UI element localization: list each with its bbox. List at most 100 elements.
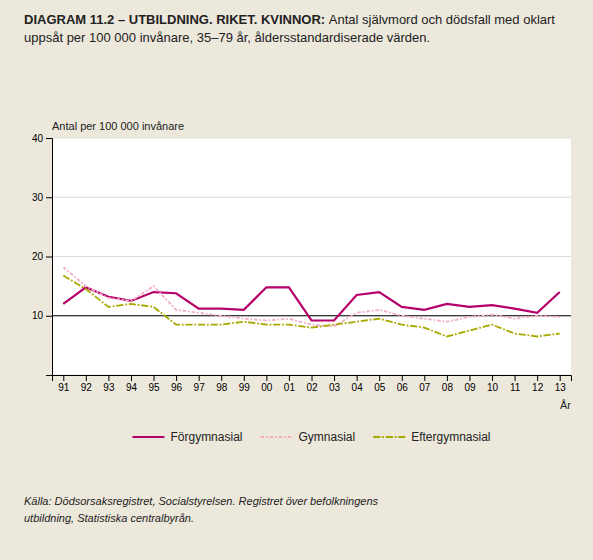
x-tick-label: 00 xyxy=(261,382,273,393)
y-tick-label: 20 xyxy=(32,251,44,262)
x-tick: 05 xyxy=(374,375,386,393)
legend-label: Eftergymnasial xyxy=(411,430,490,444)
x-tick-label: 99 xyxy=(239,382,251,393)
legend: Förgymnasial Gymnasial Eftergymnasial xyxy=(132,430,490,444)
y-axis: 10 20 30 40 xyxy=(32,133,53,376)
y-tick: 30 xyxy=(32,192,52,203)
x-tick-label: 13 xyxy=(555,382,567,393)
grid-line xyxy=(52,197,571,198)
y-tick-mark xyxy=(46,316,52,317)
x-tick-label: 07 xyxy=(419,382,431,393)
x-tick: 92 xyxy=(81,375,93,393)
subtitle: Antal självmord och dödsfall med oklart xyxy=(329,12,556,27)
legend-item: Gymnasial xyxy=(260,430,355,444)
x-tick-label: 04 xyxy=(352,382,364,393)
y-axis-line xyxy=(46,139,53,376)
grid-line xyxy=(52,256,571,257)
x-tick-mark xyxy=(537,375,538,381)
source-note: Källa: Dödsorsaksregistret, Socialstyrel… xyxy=(24,495,378,507)
grid-line xyxy=(52,138,571,139)
x-tick: 02 xyxy=(306,375,318,393)
x-tick-mark xyxy=(86,375,87,381)
x-tick: 97 xyxy=(194,375,206,393)
x-tick: 95 xyxy=(148,375,160,393)
x-tick-label: 92 xyxy=(81,382,93,393)
background xyxy=(0,0,593,560)
legend-swatch xyxy=(373,436,405,438)
x-tick-mark xyxy=(176,375,177,381)
x-tick-mark xyxy=(334,375,335,381)
source-note: utbildning, Statistiska centralbyrån. xyxy=(24,512,194,524)
x-tick-mark xyxy=(312,375,313,381)
x-tick-mark xyxy=(492,375,493,381)
x-tick-mark xyxy=(63,375,64,381)
x-tick-mark xyxy=(154,375,155,381)
x-axis: 91 92 93 94 95 96 97 98 99 00 01 02 03 04 05 06 07 08 09 10… xyxy=(53,375,572,393)
x-tick-mark xyxy=(357,375,358,381)
x-tick-label: 93 xyxy=(103,382,115,393)
x-axis-title: År xyxy=(560,399,571,411)
y-axis-title: Antal per 100 000 invånare xyxy=(52,120,184,132)
title-block: DIAGRAM 11.2 – UTBILDNING. RIKET. KVINNO… xyxy=(24,12,555,45)
y-tick: 20 xyxy=(32,251,52,262)
x-tick-mark xyxy=(379,375,380,381)
x-tick-mark xyxy=(108,375,109,381)
y-tick-mark xyxy=(46,197,52,198)
x-tick-mark xyxy=(289,375,290,381)
x-tick: 98 xyxy=(216,375,228,393)
x-tick-label: 10 xyxy=(487,382,499,393)
series-line xyxy=(63,287,559,320)
x-tick: 09 xyxy=(464,375,476,393)
x-tick: 11 xyxy=(510,375,521,393)
x-tick: 99 xyxy=(239,375,251,393)
legend-label: Förgymnasial xyxy=(170,430,242,444)
title-line: DIAGRAM 11.2 – UTBILDNING. RIKET. KVINNO… xyxy=(24,12,555,27)
series-line xyxy=(63,267,559,326)
x-tick-label: 12 xyxy=(532,382,544,393)
x-tick-mark xyxy=(266,375,267,381)
legend-swatch xyxy=(260,436,292,438)
marks xyxy=(52,267,571,336)
x-tick-label: 97 xyxy=(194,382,206,393)
x-tick-mark xyxy=(515,375,516,381)
x-tick: 10 xyxy=(487,375,499,393)
x-tick-label: 03 xyxy=(329,382,341,393)
grid xyxy=(52,138,571,375)
x-tick-label: 98 xyxy=(216,382,228,393)
legend-item: Eftergymnasial xyxy=(373,430,490,444)
y-tick-label: 40 xyxy=(32,133,44,144)
x-tick: 08 xyxy=(442,375,454,393)
x-tick-label: 94 xyxy=(126,382,138,393)
x-tick-mark xyxy=(560,375,561,381)
y-tick-mark xyxy=(46,375,52,376)
x-tick-mark xyxy=(447,375,448,381)
x-tick-mark xyxy=(402,375,403,381)
x-tick-label: 06 xyxy=(397,382,409,393)
subtitle: uppsåt per 100 000 invånare, 35–79 år, å… xyxy=(24,30,430,45)
title: DIAGRAM 11.2 – UTBILDNING. RIKET. KVINNO… xyxy=(24,12,329,27)
x-tick-mark xyxy=(469,375,470,381)
x-tick: 00 xyxy=(261,375,273,393)
x-tick: 13 xyxy=(555,375,567,393)
x-tick: 96 xyxy=(171,375,183,393)
x-tick-label: 91 xyxy=(58,382,70,393)
x-tick-label: 11 xyxy=(510,382,521,393)
x-tick: 06 xyxy=(397,375,409,393)
legend-label: Gymnasial xyxy=(298,430,355,444)
x-tick-label: 96 xyxy=(171,382,183,393)
x-tick: 03 xyxy=(329,375,341,393)
y-tick: 10 xyxy=(32,310,52,321)
x-tick-mark xyxy=(244,375,245,381)
x-tick: 93 xyxy=(103,375,115,393)
x-tick-label: 95 xyxy=(148,382,160,393)
x-tick: 04 xyxy=(352,375,364,393)
x-tick: 01 xyxy=(284,375,296,393)
y-tick xyxy=(46,375,52,376)
y-tick: 40 xyxy=(32,133,52,144)
x-tick-mark xyxy=(199,375,200,381)
legend-swatch xyxy=(132,436,164,438)
x-tick-label: 05 xyxy=(374,382,386,393)
x-tick-mark xyxy=(221,375,222,381)
x-tick-label: 08 xyxy=(442,382,454,393)
y-tick-mark xyxy=(46,257,52,258)
